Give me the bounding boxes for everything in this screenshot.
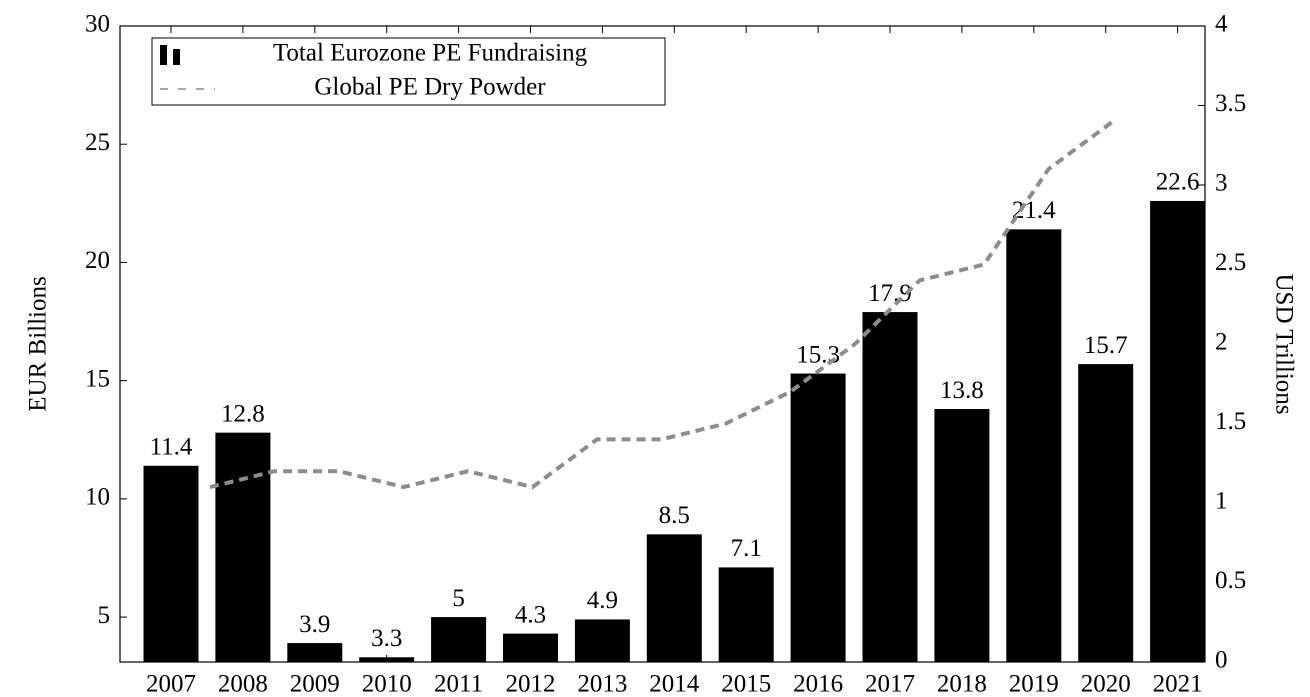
y-tick-label: 5 bbox=[98, 602, 111, 629]
data-label: 15.3 bbox=[796, 341, 840, 368]
y-tick-label: 25 bbox=[85, 129, 110, 156]
y2-tick-label: 1.5 bbox=[1215, 408, 1246, 435]
y-axis-label: EUR Billions bbox=[25, 276, 52, 411]
x-tick-label: 2008 bbox=[218, 671, 268, 697]
x-tick-label: 2021 bbox=[1153, 671, 1203, 697]
y-tick-label: 20 bbox=[85, 247, 110, 274]
legend-label: Global PE Dry Powder bbox=[314, 74, 546, 101]
legend-swatch bbox=[160, 45, 167, 65]
data-label: 15.7 bbox=[1084, 332, 1128, 359]
data-label: 11.4 bbox=[150, 433, 193, 460]
x-tick-label: 2016 bbox=[793, 671, 843, 697]
y2-tick-label: 0 bbox=[1215, 647, 1228, 674]
line bbox=[209, 119, 1115, 490]
x-tick-label: 2015 bbox=[721, 671, 771, 697]
bar bbox=[646, 534, 702, 662]
bar bbox=[143, 465, 199, 662]
bar bbox=[431, 617, 487, 662]
data-label: 4.3 bbox=[515, 601, 546, 628]
legend-swatch bbox=[173, 49, 180, 65]
legend-box bbox=[151, 37, 666, 106]
x-tick-label: 2010 bbox=[362, 671, 412, 697]
x-tick-label: 2009 bbox=[290, 671, 340, 697]
bar bbox=[1150, 200, 1206, 662]
data-label: 3.9 bbox=[299, 611, 330, 638]
data-label: 8.5 bbox=[659, 502, 690, 529]
bar bbox=[503, 633, 558, 662]
bar bbox=[862, 312, 918, 662]
data-label: 7.1 bbox=[731, 535, 762, 562]
y2-tick-label: 3 bbox=[1215, 170, 1228, 197]
data-label: 3.3 bbox=[371, 625, 402, 652]
y2-axis-label: USD Trillions bbox=[1270, 273, 1297, 414]
data-label: 13.8 bbox=[940, 377, 984, 404]
y2-tick-label: 2 bbox=[1215, 329, 1228, 356]
x-tick-label: 2011 bbox=[434, 671, 483, 697]
x-tick-label: 2019 bbox=[1009, 671, 1059, 697]
bar bbox=[574, 619, 630, 662]
x-tick-label: 2014 bbox=[649, 671, 700, 697]
y2-tick-label: 3.5 bbox=[1215, 90, 1246, 117]
x-tick-label: 2013 bbox=[577, 671, 627, 697]
x-tick-label: 2020 bbox=[1081, 671, 1131, 697]
bar bbox=[215, 432, 271, 662]
y-tick-label: 15 bbox=[85, 365, 110, 392]
data-label: 5 bbox=[452, 585, 465, 612]
y2-tick-label: 2.5 bbox=[1215, 249, 1246, 276]
legend-label: Total Eurozone PE Fundraising bbox=[273, 40, 588, 67]
bar bbox=[359, 657, 415, 662]
y-tick-label: 30 bbox=[85, 11, 110, 38]
x-tick-label: 2018 bbox=[937, 671, 987, 697]
y2-tick-label: 4 bbox=[1215, 11, 1228, 38]
data-label: 22.6 bbox=[1156, 169, 1200, 196]
y-tick-label: 10 bbox=[85, 484, 110, 511]
bar bbox=[287, 643, 343, 662]
bar bbox=[718, 567, 774, 662]
y2-tick-label: 1 bbox=[1215, 488, 1228, 515]
data-label: 4.9 bbox=[587, 587, 618, 614]
y2-tick-label: 0.5 bbox=[1215, 567, 1246, 594]
data-label: 12.8 bbox=[221, 400, 265, 427]
bar bbox=[1006, 229, 1062, 662]
x-tick-label: 2007 bbox=[146, 671, 196, 697]
x-tick-label: 2012 bbox=[506, 671, 556, 697]
data-label: 17.9 bbox=[868, 280, 912, 307]
bar bbox=[934, 409, 990, 662]
bar bbox=[1078, 364, 1134, 662]
data-label: 21.4 bbox=[1012, 197, 1056, 224]
x-tick-label: 2017 bbox=[865, 671, 915, 697]
bar bbox=[790, 373, 846, 662]
